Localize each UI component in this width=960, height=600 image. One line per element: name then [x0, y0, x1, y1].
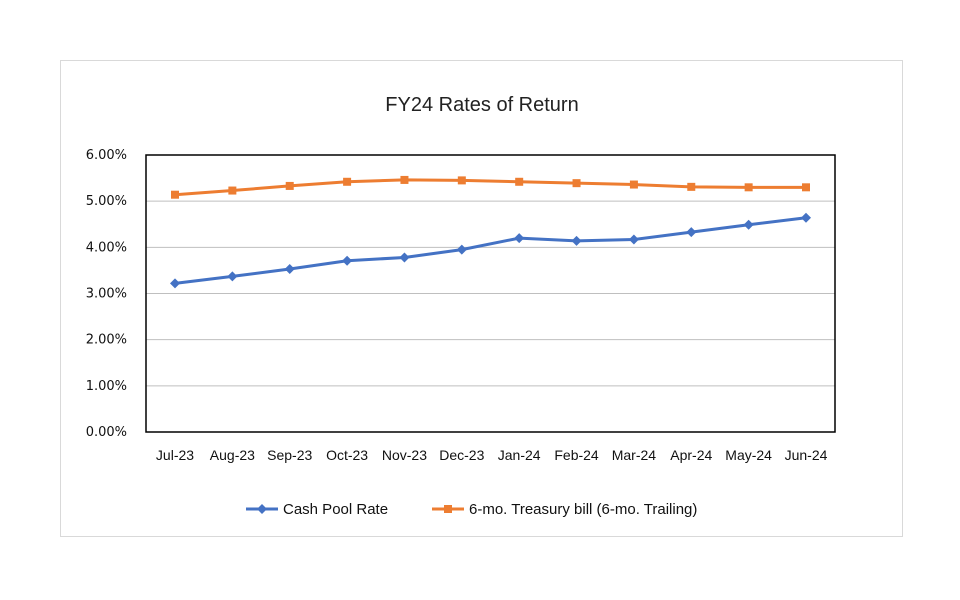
x-tick-label: Jul-23 — [156, 447, 194, 463]
data-point — [571, 235, 582, 246]
y-tick-label: 5.00% — [86, 194, 127, 209]
data-point — [400, 175, 409, 184]
y-tick-label: 3.00% — [86, 287, 127, 302]
data-point — [744, 183, 753, 192]
legend-marker — [444, 505, 452, 513]
series-1 — [170, 212, 811, 289]
y-tick-label: 0.00% — [86, 425, 127, 440]
data-point — [801, 212, 811, 223]
legend-item: 6-mo. Treasury bill (6-mo. Trailing) — [432, 501, 697, 518]
data-point — [227, 271, 238, 282]
legend-label: 6-mo. Treasury bill (6-mo. Trailing) — [469, 501, 697, 518]
gridlines — [146, 200, 835, 387]
data-point — [514, 233, 525, 244]
data-point — [342, 255, 353, 266]
series-line — [174, 178, 806, 197]
x-tick-label: May-24 — [725, 447, 772, 463]
data-point — [686, 227, 697, 238]
data-point — [285, 181, 294, 190]
chart-title: FY24 Rates of Return — [385, 94, 578, 116]
y-tick-label: 6.00% — [86, 148, 127, 163]
data-point — [457, 176, 466, 185]
x-tick-label: Oct-23 — [326, 447, 368, 463]
data-point — [515, 177, 524, 186]
data-point — [572, 179, 581, 188]
y-tick-label: 4.00% — [86, 240, 127, 255]
data-point — [171, 190, 179, 199]
x-axis: Jul-23 Aug-23 Sep-23 Oct-23 Nov-23 Dec-23 Jan-… — [156, 447, 828, 463]
y-tick-label: 1.00% — [86, 379, 127, 394]
x-tick-label: Feb-24 — [554, 447, 599, 463]
series-2 — [171, 175, 810, 199]
legend-item: Cash Pool Rate — [246, 501, 388, 518]
x-tick-label: Jan-24 — [498, 447, 541, 463]
data-point — [284, 264, 295, 275]
y-axis: 0.00% 1.00% 2.00% 3.00% 4.00% 5.00% 6.00% — [86, 148, 127, 440]
x-tick-label: Nov-23 — [382, 447, 427, 463]
legend: Cash Pool Rate 6-mo. Treasury bill (6-mo.… — [246, 501, 697, 518]
data-point — [802, 183, 810, 192]
chart-frame — [60, 60, 903, 537]
y-tick-label: 2.00% — [86, 333, 127, 348]
x-tick-label: Sep-23 — [267, 447, 312, 463]
plot-area-border — [145, 154, 836, 433]
data-point — [629, 180, 638, 189]
legend-label: Cash Pool Rate — [283, 501, 388, 518]
series-layer — [170, 175, 811, 289]
x-tick-label: Apr-24 — [670, 447, 712, 463]
legend-marker — [257, 504, 267, 514]
data-point — [170, 278, 180, 289]
data-point — [743, 219, 754, 230]
x-tick-label: Jun-24 — [785, 447, 828, 463]
data-point — [628, 234, 639, 245]
series-line — [174, 216, 807, 285]
x-tick-label: Aug-23 — [210, 447, 255, 463]
data-point — [343, 177, 352, 186]
x-tick-label: Mar-24 — [612, 447, 657, 463]
data-point — [687, 182, 696, 191]
data-point — [399, 252, 410, 263]
data-point — [228, 186, 237, 195]
x-tick-label: Dec-23 — [439, 447, 484, 463]
data-point — [456, 244, 467, 255]
